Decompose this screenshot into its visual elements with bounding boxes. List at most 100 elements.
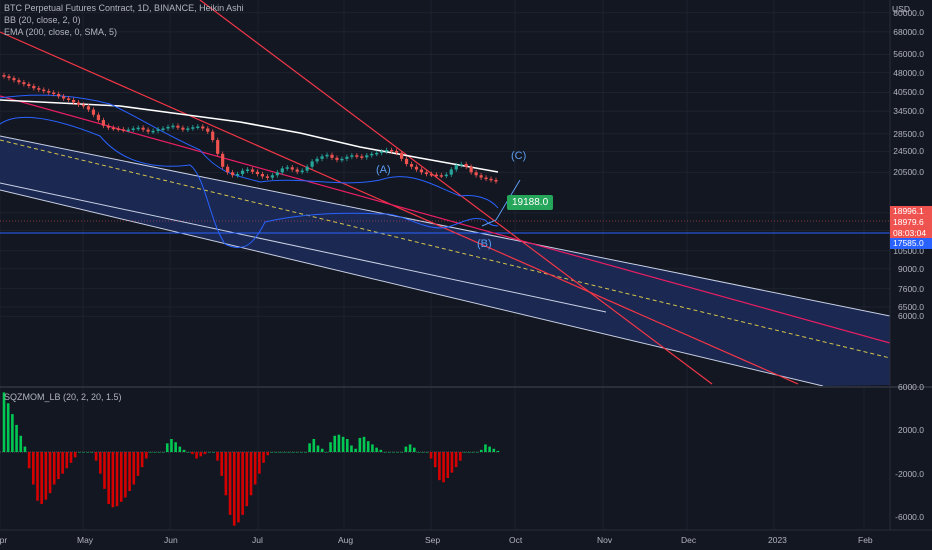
momentum-bar (459, 452, 462, 461)
candle-body (191, 127, 195, 129)
momentum-bar (27, 452, 31, 469)
momentum-bar (358, 437, 362, 452)
candle-body (265, 176, 269, 178)
candle-body (2, 75, 6, 77)
candle-body (424, 172, 429, 175)
candle-body (315, 158, 319, 162)
momentum-bar (333, 435, 337, 452)
momentum-bar (48, 452, 52, 494)
momentum-bar (258, 452, 261, 474)
momentum-bar (32, 452, 35, 485)
candle-body (91, 109, 96, 115)
candle-body (86, 106, 91, 110)
momentum-bar (195, 452, 198, 459)
bb-legend[interactable]: BB (20, close, 2, 0) (4, 15, 81, 25)
price-tick: 40500.0 (893, 87, 924, 98)
candle-body (171, 125, 175, 128)
momentum-bar (450, 452, 454, 473)
momentum-tick: -2000.0 (895, 468, 924, 479)
channel-upper-line (0, 135, 891, 317)
momentum-bar (23, 446, 27, 452)
channel-lower-line (0, 189, 824, 387)
momentum-bar (396, 452, 399, 453)
momentum-bar (136, 452, 140, 476)
momentum-bar (295, 452, 299, 453)
momentum-bar (442, 452, 445, 483)
momentum-tick: -6000.0 (895, 512, 924, 522)
sqzmom-legend[interactable]: SQZMOM_LB (20, 2, 20, 1.5) (4, 392, 122, 402)
red-trendline-long (0, 31, 799, 385)
countdown-tag: 08:03:04 (890, 228, 932, 239)
momentum-bar (98, 452, 102, 474)
momentum-bar (149, 452, 152, 453)
regression-channel-fill (0, 136, 890, 386)
time-tick: Feb (858, 535, 873, 545)
momentum-bar (191, 452, 194, 455)
candle-body (126, 129, 130, 132)
candle-body (106, 125, 110, 128)
target-callout[interactable]: 19188.0 (507, 195, 554, 210)
momentum-bar (354, 448, 357, 452)
candle-body (399, 152, 404, 159)
candle-body (71, 99, 76, 103)
candle-body (320, 156, 324, 159)
candle-body (52, 92, 56, 94)
candle-body (310, 161, 314, 167)
candle-body (146, 129, 150, 132)
momentum-bar (366, 441, 370, 452)
momentum-bar (438, 452, 441, 481)
momentum-bar (304, 452, 307, 453)
candle-body (419, 169, 424, 173)
price-tick: 48000.0 (893, 67, 924, 78)
momentum-bar (383, 452, 387, 453)
momentum-bar (287, 452, 290, 453)
momentum-bar (153, 452, 157, 453)
candle-body (7, 76, 11, 79)
wave-a-label: (A) (376, 164, 391, 176)
candle-body (17, 80, 21, 83)
candle-body (290, 167, 294, 170)
candle-body (250, 169, 255, 172)
candle-body (335, 157, 339, 160)
momentum-tick: 6000.0 (898, 382, 924, 392)
momentum-bar (471, 452, 475, 453)
momentum-bar (132, 452, 136, 485)
momentum-bar (111, 452, 115, 508)
momentum-bar (178, 446, 182, 452)
momentum-bar (467, 452, 470, 453)
candles-group (2, 72, 498, 184)
candle-body (161, 128, 165, 130)
candle-body (176, 125, 180, 128)
momentum-bar (44, 452, 48, 500)
candle-body (240, 170, 245, 175)
support-price-tag: 17585.0 (890, 238, 932, 249)
candle-body (350, 155, 354, 157)
bollinger-upper (0, 94, 499, 209)
price-tick: 24500.0 (893, 146, 924, 157)
momentum-bar (400, 452, 404, 453)
candle-body (409, 164, 414, 167)
momentum-bar (140, 452, 144, 468)
momentum-bar (479, 449, 483, 452)
candle-body (489, 178, 493, 181)
ema-legend[interactable]: EMA (200, close, 0, SMA, 5) (4, 27, 118, 37)
candle-body (380, 151, 384, 153)
momentum-bar (207, 452, 211, 453)
candle-body (464, 164, 468, 167)
momentum-bar (379, 449, 383, 452)
momentum-bar (316, 445, 320, 452)
momentum-bar (429, 452, 433, 459)
price-tick: 56000.0 (893, 49, 924, 60)
candle-body (370, 153, 374, 156)
candle-body (231, 172, 235, 176)
candle-body (111, 127, 115, 130)
bollinger-lower (0, 116, 499, 249)
candle-body (42, 89, 46, 92)
momentum-bar (299, 452, 303, 453)
momentum-bar (325, 452, 328, 453)
time-tick: 2023 (768, 535, 787, 545)
candle-body (325, 154, 329, 157)
momentum-bar (241, 452, 244, 515)
